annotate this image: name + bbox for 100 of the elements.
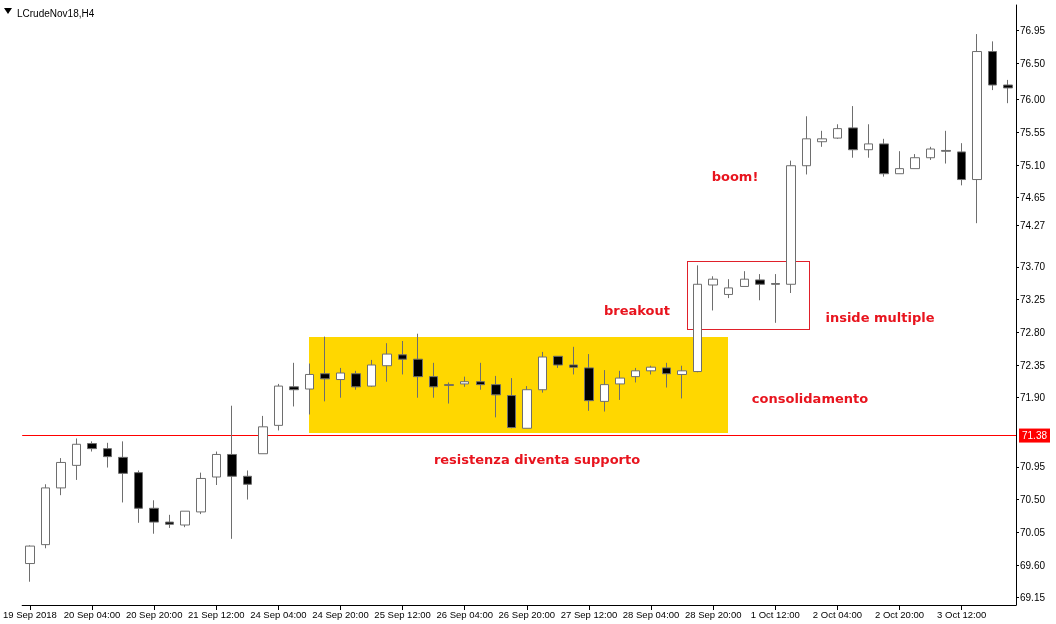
candlestick bbox=[755, 273, 765, 301]
y-tick-label: 70.95 bbox=[1020, 461, 1046, 473]
y-tick-label: 74.27 bbox=[1020, 219, 1046, 231]
candlestick bbox=[227, 405, 237, 540]
candlestick bbox=[429, 362, 438, 399]
candlestick bbox=[25, 544, 35, 583]
candlestick bbox=[367, 359, 376, 388]
x-tick-label: 19 Sep 2018 bbox=[2, 608, 57, 620]
candlestick bbox=[382, 342, 392, 383]
candlestick bbox=[351, 370, 361, 391]
candlestick bbox=[460, 376, 469, 388]
candlestick bbox=[926, 146, 935, 161]
candlestick bbox=[289, 362, 299, 407]
annotation: breakout bbox=[603, 303, 671, 318]
y-tick-label: 73.70 bbox=[1020, 261, 1046, 273]
candlestick bbox=[817, 130, 827, 148]
y-tick-label: 69.15 bbox=[1020, 592, 1046, 604]
candlestick bbox=[336, 367, 345, 399]
candlestick bbox=[693, 264, 702, 373]
candlestick bbox=[802, 115, 811, 175]
candlestick bbox=[646, 365, 656, 375]
y-tick-label: 73.25 bbox=[1020, 294, 1046, 306]
candlestick bbox=[507, 377, 516, 429]
candlestick bbox=[895, 150, 904, 175]
y-tick-label: 70.05 bbox=[1020, 526, 1046, 538]
y-tick-label: 72.80 bbox=[1020, 326, 1046, 338]
candlestick bbox=[662, 362, 671, 389]
candlestick bbox=[569, 346, 578, 375]
candlestick bbox=[476, 362, 485, 391]
candlestick bbox=[771, 273, 780, 324]
candlestick bbox=[786, 160, 796, 294]
annotation: resistenza diventa supporto bbox=[433, 452, 641, 467]
candlestick bbox=[258, 415, 268, 455]
candlestick bbox=[600, 369, 609, 413]
y-tick-label: 74.65 bbox=[1020, 192, 1046, 204]
candlestick bbox=[87, 440, 97, 453]
x-tick-label: 20 Sep 04:00 bbox=[63, 608, 121, 620]
ref-line-label: 71.38 bbox=[1022, 430, 1048, 442]
candlestick bbox=[134, 469, 143, 524]
candlestick bbox=[538, 351, 547, 394]
x-tick-label: 1 Oct 12:00 bbox=[750, 608, 800, 620]
x-tick-label: 2 Oct 20:00 bbox=[874, 608, 925, 620]
candlestick bbox=[631, 367, 640, 383]
y-tick-label: 76.95 bbox=[1020, 24, 1046, 36]
x-tick-label: 28 Sep 20:00 bbox=[684, 608, 742, 620]
annotation: boom! bbox=[711, 169, 759, 184]
y-tick-label: 75.10 bbox=[1020, 159, 1046, 171]
x-tick-label: 25 Sep 12:00 bbox=[374, 608, 431, 620]
y-tick-label: 76.50 bbox=[1020, 57, 1046, 69]
candlestick bbox=[879, 138, 889, 178]
candlestick bbox=[118, 440, 128, 503]
x-tick-label: 26 Sep 04:00 bbox=[436, 608, 493, 620]
candlestick bbox=[941, 130, 951, 165]
candlestick bbox=[491, 375, 501, 418]
candlestick bbox=[1003, 79, 1013, 104]
candlestick bbox=[584, 353, 594, 412]
candlestick bbox=[522, 385, 532, 429]
candlestick bbox=[957, 142, 966, 186]
x-tick-label: 2 Oct 04:00 bbox=[812, 608, 862, 620]
candlestick bbox=[677, 365, 687, 399]
y-tick-label: 69.60 bbox=[1020, 559, 1046, 571]
x-tick-label: 3 Oct 12:00 bbox=[937, 608, 987, 620]
candlestick bbox=[740, 270, 749, 287]
chart-title: LCrudeNov18,H4 bbox=[17, 7, 95, 19]
candlestick bbox=[243, 469, 252, 501]
candlestick bbox=[274, 383, 283, 431]
x-tick-label: 27 Sep 12:00 bbox=[560, 608, 618, 620]
candlestick bbox=[398, 340, 407, 375]
candlestick bbox=[56, 457, 66, 496]
candlestick bbox=[833, 123, 842, 140]
candlestick bbox=[41, 483, 50, 549]
candlestick bbox=[305, 363, 314, 415]
candlestick bbox=[553, 355, 563, 369]
annotation: consolidamento bbox=[751, 391, 869, 406]
candlestick bbox=[972, 33, 982, 224]
candlestick bbox=[708, 275, 718, 311]
candlestick bbox=[615, 370, 625, 401]
candlestick bbox=[103, 442, 112, 469]
annotation: inside multiple bbox=[825, 310, 935, 325]
x-tick-label: 28 Sep 04:00 bbox=[622, 608, 680, 620]
candlestick bbox=[212, 451, 221, 486]
candlestick bbox=[165, 514, 174, 529]
x-tick-label: 24 Sep 04:00 bbox=[250, 608, 307, 620]
candlestick bbox=[196, 472, 206, 515]
x-tick-label: 24 Sep 20:00 bbox=[312, 608, 369, 620]
candlestick bbox=[320, 336, 330, 402]
candlestick bbox=[149, 499, 159, 535]
candlestick bbox=[910, 153, 920, 170]
y-tick-label: 70.50 bbox=[1020, 494, 1046, 506]
x-tick-label: 26 Sep 20:00 bbox=[498, 608, 556, 620]
y-tick-label: 71.90 bbox=[1020, 392, 1046, 404]
y-tick-label: 72.35 bbox=[1020, 359, 1046, 371]
candlestick bbox=[444, 381, 454, 405]
x-tick-label: 20 Sep 20:00 bbox=[125, 608, 183, 620]
y-tick-label: 75.55 bbox=[1020, 126, 1046, 138]
candlestick bbox=[72, 437, 81, 481]
candlestick bbox=[413, 333, 423, 399]
y-tick-label: 76.00 bbox=[1020, 94, 1046, 106]
x-tick-label: 21 Sep 12:00 bbox=[188, 608, 245, 620]
candlestick bbox=[864, 123, 873, 159]
